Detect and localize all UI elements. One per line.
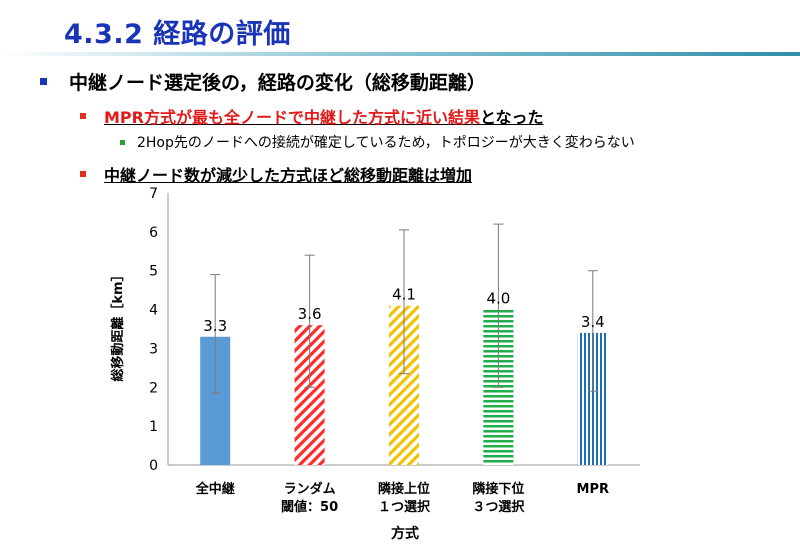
bullet-level3: 2Hop先のノードへの接続が確定しているため，トポロジーが大きく変わらない: [120, 132, 635, 152]
x-category-label: ３つ選択: [472, 499, 525, 515]
x-category-label: MPR: [577, 482, 609, 497]
y-axis-title: 総移動距離［km］: [110, 268, 126, 381]
data-label: 3.6: [298, 305, 322, 323]
bullet-level1-text: 中継ノード選定後の，経路の変化（総移動距離）: [69, 72, 486, 94]
data-label: 3.3: [203, 317, 227, 335]
data-label: 4.0: [486, 290, 510, 308]
x-category-label: 全中継: [195, 481, 235, 497]
data-label: 4.1: [392, 286, 416, 304]
red-square-bullet-icon: [80, 113, 86, 119]
y-tick-label: 4: [149, 303, 158, 319]
y-tick-label: 2: [149, 380, 158, 396]
bullet-level2-a: MPR方式が最も全ノードで中継した方式に近い結果となった: [80, 104, 544, 128]
slide-title: 4.3.2 経路の評価: [64, 19, 291, 50]
green-square-bullet-icon: [120, 139, 125, 145]
x-category-label: 隣接下位: [472, 481, 524, 497]
x-axis-title: 方式: [391, 525, 419, 542]
y-tick-label: 5: [149, 264, 158, 280]
y-tick-label: 3: [149, 341, 158, 357]
red-square-bullet-icon: [80, 171, 86, 177]
bullet-level2-a-highlight: MPR方式が最も全ノードで中継した方式に近い結果: [104, 108, 480, 127]
bullet-level2-b-text: 中継ノード数が減少した方式ほど総移動距離は増加: [104, 166, 473, 185]
x-category-label: ランダム: [284, 481, 336, 497]
title-underline: [0, 52, 800, 56]
x-category-label: 隣接上位: [378, 481, 430, 497]
data-label: 3.4: [581, 313, 605, 331]
bullet-level2-a-rest: となった: [479, 108, 544, 127]
bullet-level3-text: 2Hop先のノードへの接続が確定しているため，トポロジーが大きく変わらない: [137, 135, 635, 151]
y-tick-label: 7: [149, 186, 158, 202]
y-tick-label: 1: [149, 419, 158, 435]
y-tick-label: 6: [149, 225, 158, 241]
x-category-label: 閾値：50: [281, 499, 338, 515]
x-category-label: １つ選択: [378, 499, 431, 515]
bullet-level1: 中継ノード選定後の，経路の変化（総移動距離）: [40, 68, 486, 95]
y-tick-label: 0: [149, 458, 158, 474]
blue-square-bullet-icon: [40, 78, 47, 85]
bullet-level2-b: 中継ノード数が減少した方式ほど総移動距離は増加: [80, 162, 472, 186]
